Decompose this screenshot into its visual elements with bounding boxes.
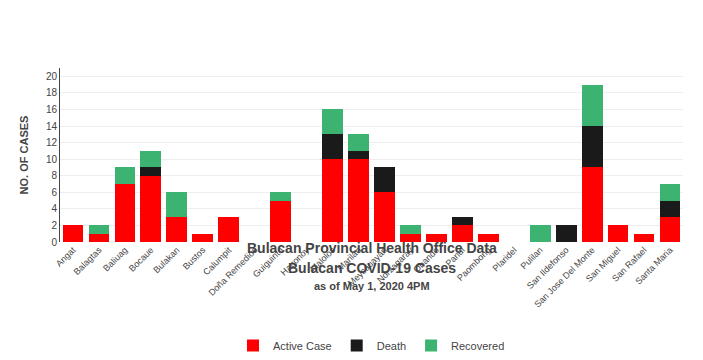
svg-text:14: 14 bbox=[46, 121, 58, 132]
svg-text:Hagonoy: Hagonoy bbox=[279, 245, 312, 278]
svg-text:12: 12 bbox=[46, 137, 58, 148]
svg-text:Bocaue: Bocaue bbox=[127, 245, 156, 274]
svg-text:Norzagaray: Norzagaray bbox=[375, 245, 415, 285]
svg-text:Baliuag: Baliuag bbox=[101, 245, 129, 273]
svg-text:Bulakan: Bulakan bbox=[151, 245, 181, 275]
svg-text:18: 18 bbox=[46, 87, 58, 98]
svg-text:Bulacan COVID-19 Cases: Bulacan COVID-19 Cases bbox=[288, 260, 456, 276]
svg-text:16: 16 bbox=[46, 104, 58, 115]
svg-text:2: 2 bbox=[51, 220, 57, 231]
svg-text:Guiguinto: Guiguinto bbox=[251, 245, 285, 279]
svg-text:Meycauayan: Meycauayan bbox=[346, 245, 389, 288]
svg-text:San Rafael: San Rafael bbox=[610, 245, 649, 284]
svg-text:Doña Remedios: Doña Remedios bbox=[207, 245, 260, 298]
svg-text:Calumpit: Calumpit bbox=[201, 245, 234, 278]
svg-text:Bustos: Bustos bbox=[181, 245, 208, 272]
svg-text:Plaridel: Plaridel bbox=[491, 245, 519, 273]
svg-text:San Jose Del Monte: San Jose Del Monte bbox=[532, 245, 596, 309]
svg-text:4: 4 bbox=[51, 203, 57, 214]
svg-text:Malolos: Malolos bbox=[308, 245, 337, 274]
svg-text:NO. OF CASES: NO. OF CASES bbox=[18, 116, 30, 195]
svg-text:Pandi: Pandi bbox=[444, 245, 467, 268]
svg-text:Balagtas: Balagtas bbox=[72, 245, 104, 277]
svg-text:Paombong: Paombong bbox=[455, 245, 493, 283]
svg-text:Recovered: Recovered bbox=[451, 340, 504, 352]
svg-text:Santa Maria: Santa Maria bbox=[633, 245, 674, 286]
svg-text:as of May 1, 2020 4PM: as of May 1, 2020 4PM bbox=[314, 280, 430, 292]
svg-text:Active Case: Active Case bbox=[273, 340, 332, 352]
svg-text:San Miguel: San Miguel bbox=[584, 245, 623, 284]
svg-text:0: 0 bbox=[51, 237, 57, 248]
svg-text:6: 6 bbox=[51, 187, 57, 198]
svg-text:Death: Death bbox=[377, 340, 406, 352]
svg-text:10: 10 bbox=[46, 154, 58, 165]
svg-text:Bulacan Provincial Health Offi: Bulacan Provincial Health Office Data bbox=[247, 240, 497, 256]
svg-text:Marilao: Marilao bbox=[335, 245, 363, 273]
svg-text:Pulilan: Pulilan bbox=[519, 245, 545, 271]
svg-text:San Ildefonso: San Ildefonso bbox=[525, 245, 571, 291]
svg-text:20: 20 bbox=[46, 71, 58, 82]
svg-text:Obando: Obando bbox=[411, 245, 441, 275]
svg-text:Angat: Angat bbox=[54, 245, 78, 269]
svg-text:8: 8 bbox=[51, 170, 57, 181]
